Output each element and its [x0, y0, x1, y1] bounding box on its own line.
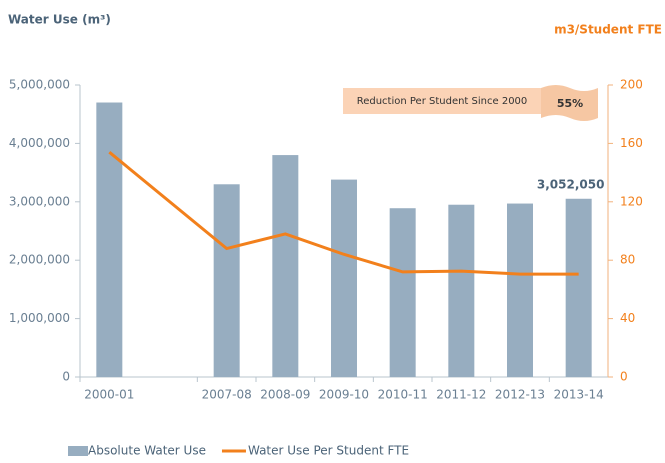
x-tick-label: 2010-11: [378, 388, 428, 402]
bar: [213, 184, 240, 377]
y2-tick-label: 0: [620, 370, 628, 384]
y-tick-label: 4,000,000: [9, 136, 70, 150]
y-tick-label: 2,000,000: [9, 253, 70, 267]
y-tick-label: 3,000,000: [9, 194, 70, 208]
data-label: 3,052,050: [537, 177, 605, 191]
y2-axis-label: m3/Student FTE: [554, 23, 662, 37]
y2-tick-label: 160: [620, 136, 643, 150]
bar: [448, 204, 475, 377]
legend-label: Water Use Per Student FTE: [248, 444, 409, 458]
y-tick-label: 1,000,000: [9, 311, 70, 325]
x-tick-label: 2012-13: [495, 388, 545, 402]
y2-tick-label: 40: [620, 311, 635, 325]
bar: [331, 179, 357, 377]
annotation-value: 55%: [557, 97, 583, 110]
bar: [389, 208, 416, 377]
line: [108, 151, 579, 276]
bar: [96, 102, 123, 378]
legend-label: Absolute Water Use: [88, 444, 206, 458]
x-tick-label: 2008-09: [260, 388, 310, 402]
annotation-box: [343, 88, 543, 114]
y-tick-label: 0: [62, 370, 70, 384]
y-axis-label: Water Use (m³): [8, 13, 111, 27]
annotation-badge: [541, 85, 598, 121]
y2-tick-label: 200: [620, 78, 643, 92]
bar: [272, 155, 299, 377]
x-tick-label: 2007-08: [202, 388, 252, 402]
annotation-text: Reduction Per Student Since 2000: [357, 96, 528, 107]
bar: [565, 198, 592, 377]
y2-tick-label: 120: [620, 194, 643, 208]
x-tick-label: 2000-01: [84, 388, 134, 402]
x-tick-label: 2009-10: [319, 388, 369, 402]
bar: [507, 203, 533, 377]
y-tick-label: 5,000,000: [9, 78, 70, 92]
legend-swatch: [68, 446, 88, 456]
x-tick-label: 2011-12: [436, 388, 486, 402]
x-tick-label: 2013-14: [554, 388, 604, 402]
y2-tick-label: 80: [620, 253, 635, 267]
